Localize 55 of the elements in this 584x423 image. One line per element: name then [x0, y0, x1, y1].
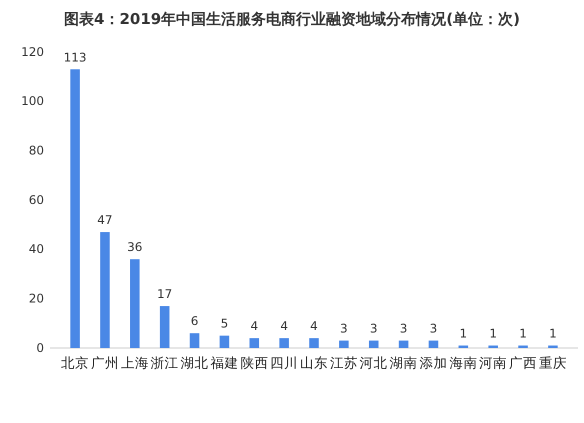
y-tick-label: 0 — [36, 340, 44, 355]
y-tick-label: 80 — [28, 144, 44, 158]
bar — [398, 340, 408, 348]
x-tick-label: 四川 — [270, 356, 298, 372]
data-label: 1 — [489, 326, 498, 341]
data-label: 3 — [370, 322, 378, 336]
bar — [70, 69, 80, 348]
bar — [279, 338, 289, 348]
x-tick-label: 上海 — [120, 356, 149, 372]
y-tick-label: 20 — [28, 292, 44, 306]
data-label: 3 — [340, 322, 348, 336]
x-tick-label: 河北 — [360, 356, 388, 372]
x-tick-label: 江苏 — [330, 356, 358, 372]
x-tick-label: 海南 — [449, 356, 478, 372]
x-tick-label: 河南 — [479, 356, 508, 372]
x-tick-label: 浙江 — [150, 356, 179, 372]
data-label: 17 — [157, 287, 172, 302]
y-tick-label: 60 — [28, 192, 44, 207]
bar — [100, 232, 110, 348]
data-label: 1 — [549, 326, 557, 341]
x-tick-label: 添加 — [419, 356, 448, 372]
bar — [339, 340, 349, 348]
data-label: 3 — [400, 322, 408, 336]
data-label: 1 — [519, 326, 527, 341]
data-label: 3 — [430, 322, 438, 336]
data-label: 113 — [64, 50, 87, 64]
data-label: 36 — [127, 240, 142, 254]
x-tick-label: 北京 — [61, 356, 90, 372]
data-label: 4 — [280, 319, 288, 334]
data-label: 4 — [250, 319, 258, 334]
x-tick-label: 重庆 — [538, 356, 567, 372]
bar — [160, 306, 170, 348]
y-tick-label: 40 — [28, 242, 44, 256]
bar — [368, 340, 379, 348]
data-label: 5 — [220, 316, 228, 331]
data-label: 4 — [310, 319, 318, 334]
bar — [130, 259, 140, 348]
chart-title: 图表4：2019年中国生活服务电商行业融资地域分布情况(单位：次) — [64, 10, 520, 28]
y-tick-label: 100 — [21, 94, 44, 108]
x-tick-label: 湖北 — [180, 356, 209, 372]
x-tick-label: 山东 — [300, 356, 328, 372]
bar — [428, 340, 438, 348]
bar — [309, 338, 319, 348]
x-tick-label: 陕西 — [240, 356, 268, 372]
data-label: 6 — [190, 314, 198, 328]
bar — [249, 338, 260, 348]
bar — [190, 333, 200, 348]
x-tick-label: 湖南 — [390, 356, 418, 372]
x-tick-label: 广州 — [90, 356, 119, 372]
data-label: 1 — [460, 326, 468, 341]
data-label: 47 — [97, 213, 113, 228]
x-tick-label: 广西 — [509, 356, 538, 372]
y-tick-label: 120 — [21, 44, 44, 59]
bar — [220, 336, 230, 348]
x-tick-label: 福建 — [210, 356, 238, 372]
